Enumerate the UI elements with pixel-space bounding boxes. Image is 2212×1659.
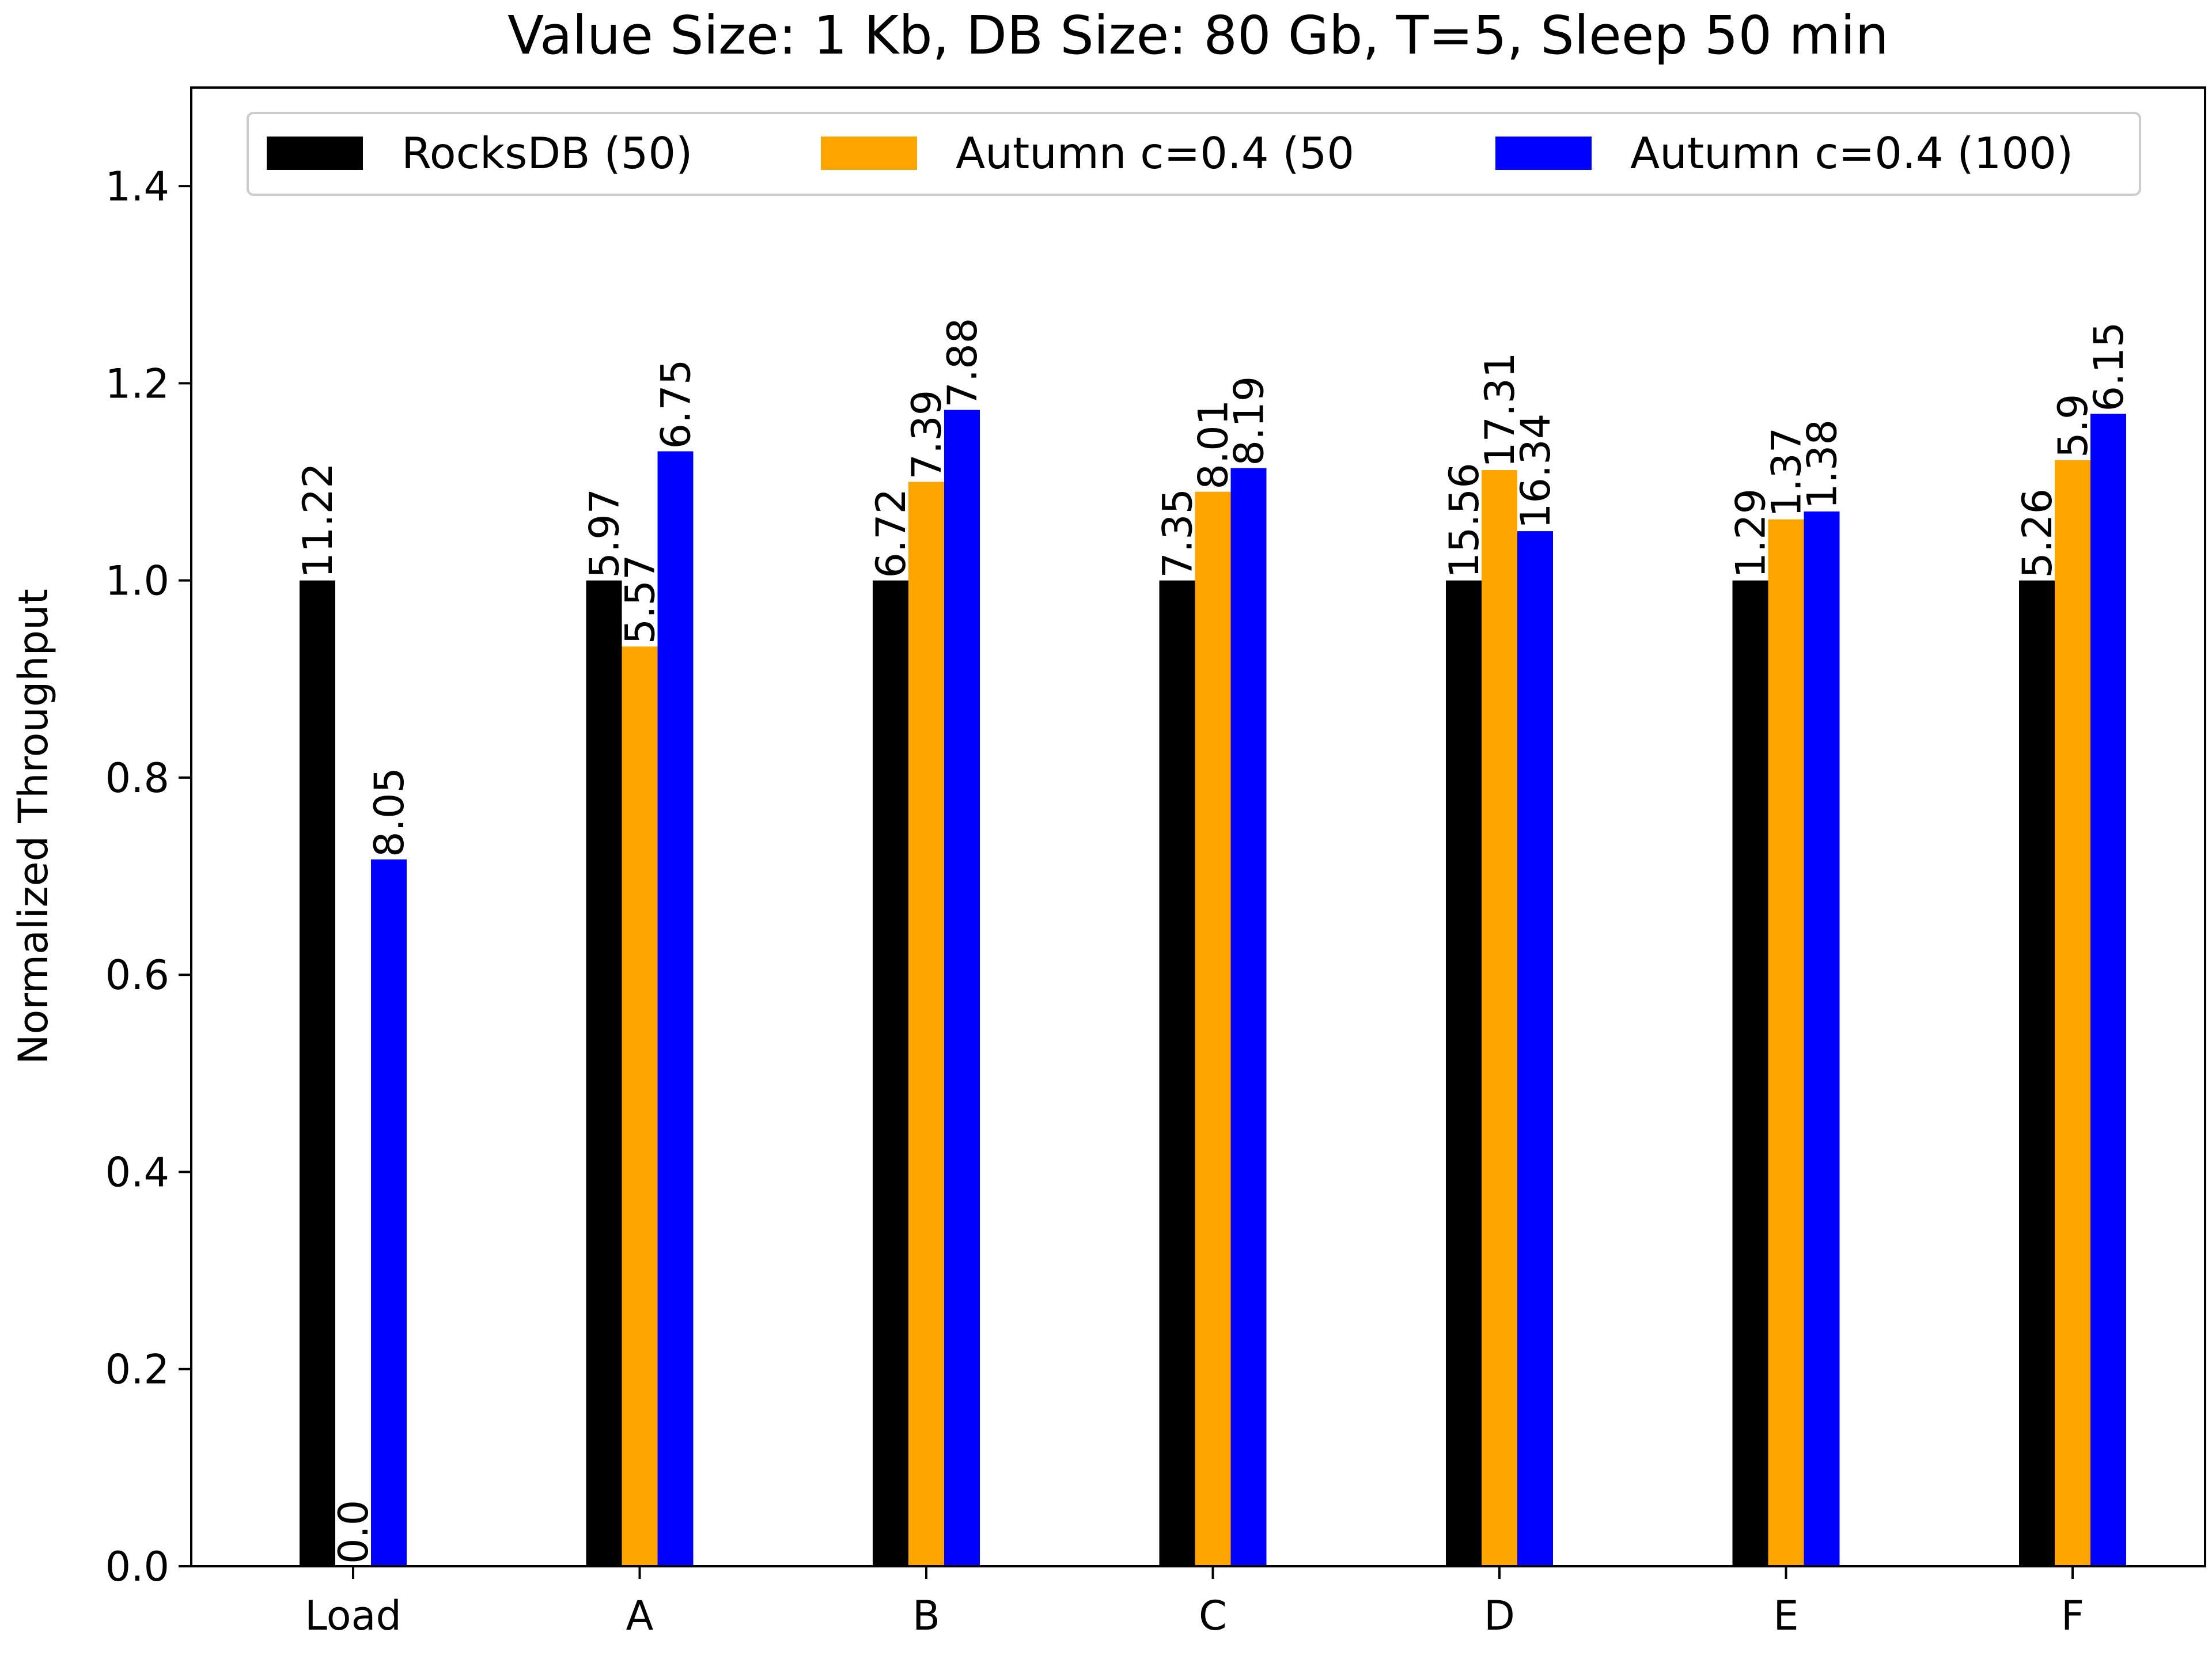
legend-label: Autumn c=0.4 (50	[956, 128, 1354, 179]
legend: RocksDB (50) Autumn c=0.4 (50 Autumn c=0.4…	[247, 112, 2141, 196]
legend-swatch	[821, 137, 917, 170]
x-tick-label: B	[912, 1592, 940, 1639]
bar	[1446, 580, 1482, 1566]
x-tick-label: E	[1773, 1592, 1798, 1639]
plot-frame	[190, 86, 2206, 1567]
bar-value-label: 1.37	[1763, 427, 1810, 517]
bar	[1482, 469, 1517, 1566]
plot-area: 0.0 0.2 0.4 0.6 0.8 1.0 1.2 1.4 Load A B C D E F 11.22 5…	[105, 163, 2133, 1639]
bar	[300, 580, 335, 1566]
bar	[622, 646, 658, 1566]
x-tick-label: C	[1199, 1592, 1227, 1639]
bar-value-label: 5.57	[617, 554, 664, 644]
bar-value-label: 7.35	[1154, 488, 1202, 578]
chart-title: Value Size: 1 Kb, DB Size: 80 Gb, T=5, S…	[507, 5, 1889, 66]
bar-value-label: 5.97	[581, 488, 628, 578]
x-tick-label: A	[626, 1592, 654, 1639]
y-tick-label: 1.0	[105, 558, 169, 605]
y-tick-label: 1.4	[105, 163, 169, 210]
bar	[908, 482, 944, 1566]
y-tick-label: 0.4	[105, 1149, 169, 1196]
y-tick-label: 0.2	[105, 1346, 169, 1393]
bar	[2055, 460, 2090, 1566]
bar-value-label: 8.05	[366, 767, 413, 857]
x-tick-label: F	[2061, 1592, 2084, 1639]
y-tick-label: 0.0	[105, 1543, 169, 1590]
x-tick-label: Load	[305, 1592, 402, 1639]
x-tick-label: D	[1484, 1592, 1515, 1639]
bar-value-label: 6.72	[868, 488, 915, 578]
bar	[2019, 580, 2055, 1566]
y-axis-title: Normalized Throughput	[10, 589, 57, 1065]
bar-value-label: 11.22	[294, 463, 342, 578]
bar-value-label: 15.56	[1441, 463, 1488, 578]
bar-value-label: 1.38	[1799, 419, 1846, 509]
bar-value-label: 7.39	[903, 390, 950, 480]
bar	[1517, 531, 1553, 1566]
bar-value-label: 8.01	[1190, 400, 1237, 490]
bar	[657, 451, 694, 1567]
bar-value-label: 17.31	[1476, 353, 1524, 468]
bar-value-label: 5.9	[2050, 394, 2097, 458]
bar	[2090, 414, 2126, 1566]
bar	[1768, 519, 1804, 1567]
bar	[1804, 511, 1840, 1567]
bar-value-label: 6.15	[2085, 322, 2133, 412]
legend-box	[247, 112, 2141, 196]
bar	[1159, 580, 1195, 1566]
legend-label: Autumn c=0.4 (100)	[1630, 128, 2073, 179]
bar	[1195, 491, 1231, 1566]
bar	[371, 859, 407, 1566]
bar-value-label: 16.34	[1512, 414, 1559, 529]
bar-value-label: 1.29	[1728, 488, 1775, 578]
legend-swatch	[267, 137, 363, 170]
legend-swatch	[1495, 137, 1592, 170]
bar	[586, 580, 622, 1566]
y-tick-label: 0.6	[105, 952, 169, 999]
bar	[944, 410, 980, 1567]
bar-value-label: 0.0	[330, 1500, 377, 1564]
legend-label: RocksDB (50)	[402, 128, 692, 179]
bar	[1732, 580, 1768, 1566]
bar-value-label: 7.88	[939, 318, 986, 408]
y-tick-label: 1.2	[105, 360, 169, 407]
y-tick-label: 0.8	[105, 755, 169, 802]
bar-value-label: 6.75	[653, 359, 700, 449]
bar	[1230, 468, 1267, 1566]
bar-value-label: 5.26	[2014, 488, 2061, 578]
bar-value-label: 8.19	[1226, 376, 1273, 466]
bar	[873, 580, 908, 1566]
